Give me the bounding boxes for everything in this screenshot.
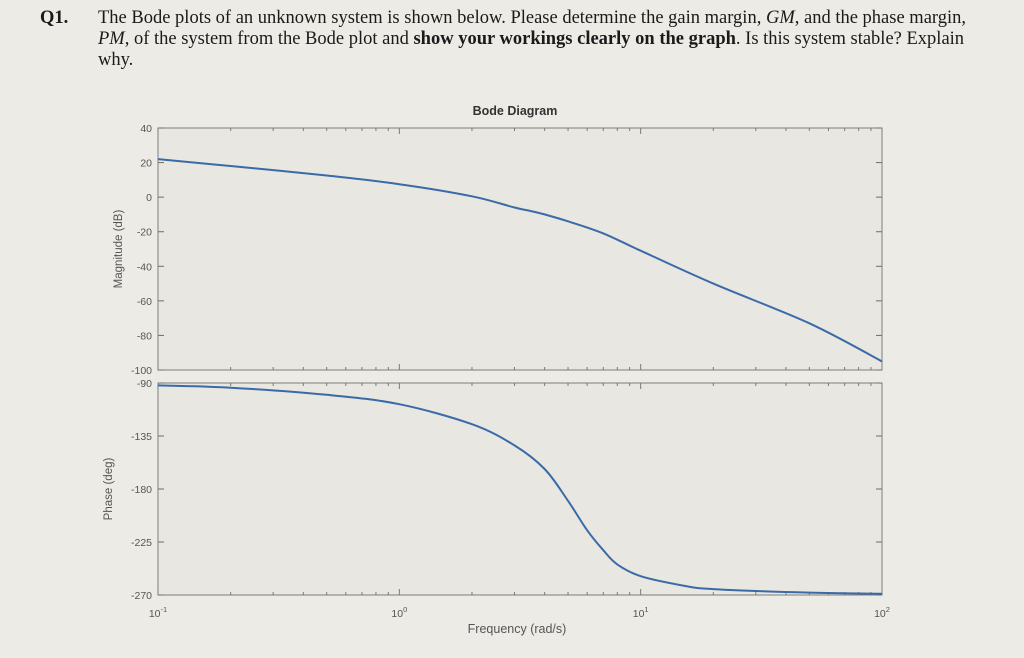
question-line2-b: , of the system from the Bode plot and [124, 29, 414, 49]
magnitude-ticks: 40 20 0 -20 -40 -60 -80 -100 [131, 123, 882, 377]
question-line3-b: . Is this system stable? Explain why. [98, 29, 965, 70]
frequency-tick-label: 100 [391, 605, 407, 620]
phase-curve [157, 384, 883, 595]
magnitude-ytick-label: -40 [137, 261, 152, 273]
question-line2-a: the phase margin, [835, 8, 966, 28]
magnitude-axis-label: Magnitude (dB) [113, 210, 125, 289]
phase-margin-symbol: PM [98, 29, 125, 49]
magnitude-plot-area [157, 127, 883, 371]
frequency-axis-label: Frequency (rad/s) [468, 622, 567, 636]
magnitude-ytick-label: 20 [140, 158, 152, 170]
magnitude-panel: 40 20 0 -20 -40 -60 -80 -100 Bode Diagram Magni… [113, 104, 883, 377]
question-text: Q1. The Bode plots of an unknown system … [40, 8, 980, 71]
question-emphasis-1: show your workings clearly on the [413, 29, 684, 49]
magnitude-ytick-label: -60 [137, 296, 152, 308]
question-line1-b: , and [794, 8, 831, 28]
magnitude-ytick-label: -80 [137, 330, 152, 342]
phase-plot-area [157, 382, 883, 596]
chart-title: Bode Diagram [473, 104, 558, 118]
gain-margin-symbol: GM [765, 8, 795, 28]
phase-ytick-label: -90 [137, 378, 152, 390]
frequency-tick-label: 10-1 [149, 605, 167, 620]
question-emphasis-2: graph [688, 29, 736, 49]
bode-figure: 40 20 0 -20 -40 -60 -80 -100 Bode Diagram Magni… [90, 100, 910, 650]
magnitude-curve [157, 158, 883, 363]
frequency-tick-label: 102 [874, 605, 890, 620]
magnitude-ytick-label: -100 [131, 365, 152, 377]
phase-ytick-label: -225 [131, 537, 152, 549]
question-number: Q1. [40, 8, 69, 28]
phase-ytick-label: -180 [131, 484, 152, 496]
bode-diagram: 40 20 0 -20 -40 -60 -80 -100 Bode Diagram Magni… [103, 104, 890, 636]
phase-panel: -90 -135 -180 -225 -270 10-1 100 101 102 Phase (… [103, 378, 890, 636]
magnitude-ytick-label: -20 [137, 227, 152, 239]
magnitude-ytick-label: 0 [146, 192, 152, 204]
magnitude-ytick-label: 40 [140, 123, 152, 135]
frequency-tick-label: 101 [633, 605, 649, 620]
question-line1-a: The Bode plots of an unknown system is s… [98, 8, 766, 28]
question-body: The Bode plots of an unknown system is s… [98, 8, 980, 71]
phase-axis-label: Phase (deg) [103, 458, 115, 521]
phase-ytick-label: -135 [131, 431, 152, 443]
phase-ytick-label: -270 [131, 590, 152, 602]
